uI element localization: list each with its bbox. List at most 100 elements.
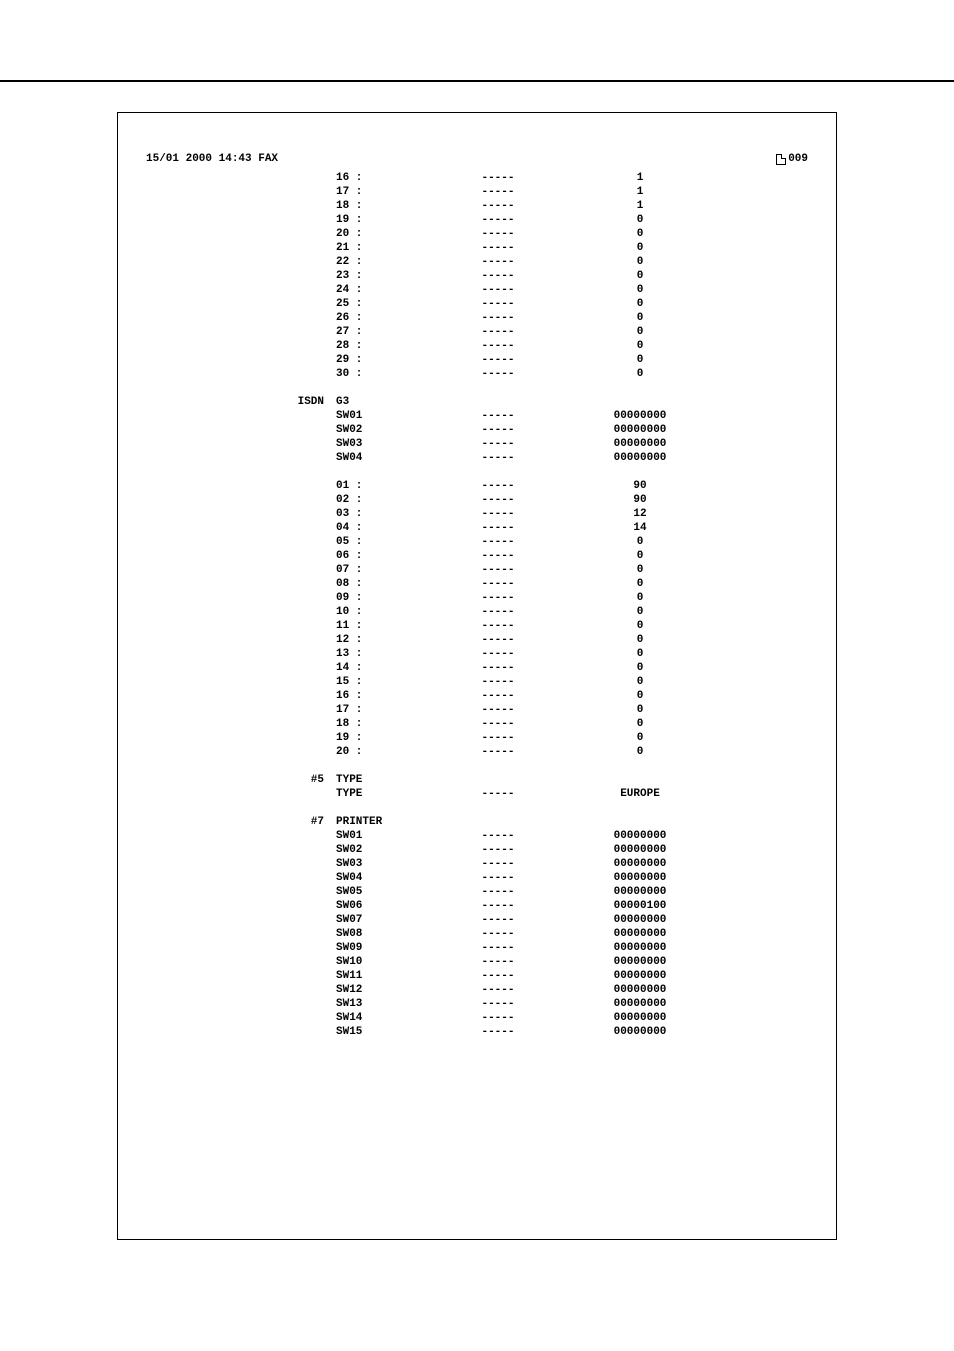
row-label: 02 : (330, 493, 422, 507)
row-label: 17 : (330, 703, 422, 717)
row-value: 00000000 (574, 871, 706, 885)
row-label: 07 : (330, 563, 422, 577)
row-dashes: ----- (422, 927, 574, 941)
row-dashes: ----- (422, 675, 574, 689)
row-dashes: ----- (422, 423, 574, 437)
row-label: 29 : (330, 353, 422, 367)
row-value: 0 (574, 731, 706, 745)
row-label: SW02 (330, 843, 422, 857)
row-label: SW07 (330, 913, 422, 927)
row-label: 17 : (330, 185, 422, 199)
page-number-value: 009 (788, 153, 808, 165)
row-value: 0 (574, 745, 706, 759)
row-value: 0 (574, 647, 706, 661)
table-row: 05 :-----0 (248, 535, 706, 549)
section-title: G3 (330, 395, 422, 409)
table-row: 22 :-----0 (248, 255, 706, 269)
row-label: SW03 (330, 857, 422, 871)
row-value: 0 (574, 269, 706, 283)
row-dashes: ----- (422, 213, 574, 227)
row-dashes: ----- (422, 969, 574, 983)
table-row: 17 :-----1 (248, 185, 706, 199)
fax-header: 15/01 2000 14:43 FAX 009 (146, 153, 808, 165)
table-row: 18 :-----0 (248, 717, 706, 731)
row-label: SW08 (330, 927, 422, 941)
row-dashes: ----- (422, 241, 574, 255)
row-dashes: ----- (422, 605, 574, 619)
row-dashes: ----- (422, 899, 574, 913)
table-row: 12 :-----0 (248, 633, 706, 647)
section-title-row: #5TYPE (248, 773, 706, 787)
table-row: TYPE-----EUROPE (248, 787, 706, 801)
table-row: 11 :-----0 (248, 619, 706, 633)
table-row: 20 :-----0 (248, 227, 706, 241)
row-dashes: ----- (422, 507, 574, 521)
row-value: 00000000 (574, 423, 706, 437)
row-dashes: ----- (422, 549, 574, 563)
table-row: SW02-----00000000 (248, 843, 706, 857)
row-dashes: ----- (422, 633, 574, 647)
fax-timestamp: 15/01 2000 14:43 FAX (146, 153, 278, 165)
row-label: SW15 (330, 1025, 422, 1039)
page-number: 009 (776, 153, 808, 165)
row-dashes: ----- (422, 591, 574, 605)
row-value: 00000000 (574, 955, 706, 969)
row-dashes: ----- (422, 955, 574, 969)
table-row: SW02-----00000000 (248, 423, 706, 437)
row-dashes: ----- (422, 367, 574, 381)
table-row: 10 :-----0 (248, 605, 706, 619)
table-row: 07 :-----0 (248, 563, 706, 577)
row-label: SW14 (330, 1011, 422, 1025)
row-label: 16 : (330, 171, 422, 185)
row-label: 19 : (330, 213, 422, 227)
row-value: 0 (574, 689, 706, 703)
table-row: 24 :-----0 (248, 283, 706, 297)
row-dashes: ----- (422, 885, 574, 899)
row-dashes: ----- (422, 647, 574, 661)
row-label: 21 : (330, 241, 422, 255)
row-label: SW01 (330, 409, 422, 423)
row-label: 04 : (330, 521, 422, 535)
table-row: 16 :-----1 (248, 171, 706, 185)
table-row: 19 :-----0 (248, 731, 706, 745)
row-label: 14 : (330, 661, 422, 675)
page-frame: 15/01 2000 14:43 FAX 009 16 :-----117 :-… (117, 112, 837, 1240)
row-dashes: ----- (422, 997, 574, 1011)
page-icon (776, 154, 786, 165)
table-row: 15 :-----0 (248, 675, 706, 689)
table-row: 14 :-----0 (248, 661, 706, 675)
row-value: 0 (574, 619, 706, 633)
row-value: 0 (574, 297, 706, 311)
row-label: 10 : (330, 605, 422, 619)
row-value: 00000000 (574, 913, 706, 927)
row-value: 0 (574, 325, 706, 339)
table-row: SW03-----00000000 (248, 437, 706, 451)
row-value: 12 (574, 507, 706, 521)
row-dashes: ----- (422, 871, 574, 885)
row-value: 0 (574, 577, 706, 591)
row-value: 0 (574, 535, 706, 549)
row-value: 0 (574, 717, 706, 731)
row-dashes: ----- (422, 829, 574, 843)
table-row: 26 :-----0 (248, 311, 706, 325)
row-label: 15 : (330, 675, 422, 689)
row-value: 00000000 (574, 409, 706, 423)
row-dashes: ----- (422, 577, 574, 591)
table-row: SW09-----00000000 (248, 941, 706, 955)
row-dashes: ----- (422, 1025, 574, 1039)
row-dashes: ----- (422, 661, 574, 675)
row-dashes: ----- (422, 535, 574, 549)
table-row: 17 :-----0 (248, 703, 706, 717)
row-dashes: ----- (422, 521, 574, 535)
row-value: 0 (574, 563, 706, 577)
row-value: 90 (574, 493, 706, 507)
row-label: 03 : (330, 507, 422, 521)
row-dashes: ----- (422, 311, 574, 325)
group-label: #5 (248, 773, 330, 787)
section-title-row: #7PRINTER (248, 815, 706, 829)
row-dashes: ----- (422, 1011, 574, 1025)
row-value: 00000000 (574, 829, 706, 843)
group-label: #7 (248, 815, 330, 829)
row-label: 05 : (330, 535, 422, 549)
row-dashes: ----- (422, 857, 574, 871)
